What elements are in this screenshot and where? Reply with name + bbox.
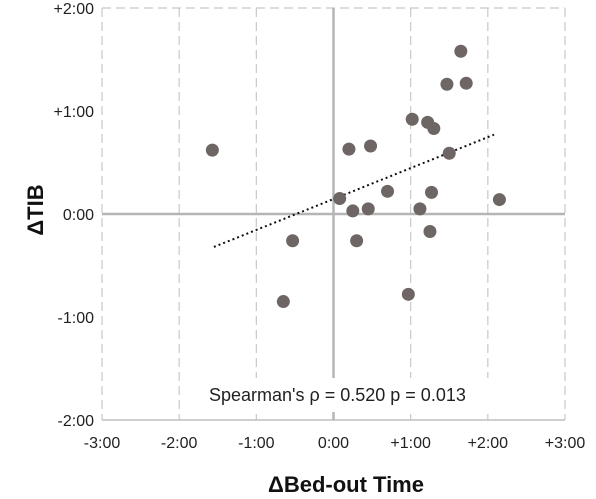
data-points bbox=[205, 44, 506, 309]
data-point bbox=[350, 234, 364, 248]
annotation-background bbox=[200, 378, 552, 412]
y-tick-label: -1:00 bbox=[58, 310, 95, 327]
data-point bbox=[364, 139, 378, 153]
data-point bbox=[459, 76, 473, 90]
data-point bbox=[413, 202, 427, 216]
data-point bbox=[454, 44, 468, 58]
x-tick-label: 0:00 bbox=[318, 435, 349, 452]
data-point bbox=[342, 142, 356, 156]
y-axis-title: ΔTIB bbox=[23, 184, 48, 235]
data-point bbox=[405, 112, 419, 126]
x-tick-label: +1:00 bbox=[390, 435, 431, 452]
data-point bbox=[276, 295, 290, 309]
data-point bbox=[425, 185, 439, 199]
data-point bbox=[381, 184, 395, 198]
data-point bbox=[333, 192, 347, 206]
x-tick-label: -3:00 bbox=[84, 435, 121, 452]
x-tick-label: -2:00 bbox=[161, 435, 198, 452]
data-point bbox=[442, 146, 456, 160]
y-tick-labels: -2:00 -1:00 0:00 +1:00 +2:00 bbox=[54, 1, 95, 430]
x-tick-labels: -3:00 -2:00 -1:00 0:00 +1:00 +2:00 +3:00 bbox=[84, 435, 586, 452]
y-tick-label: -2:00 bbox=[58, 413, 95, 430]
data-point bbox=[492, 193, 506, 207]
x-tick-label: +2:00 bbox=[468, 435, 509, 452]
x-tick-label: +3:00 bbox=[545, 435, 586, 452]
y-tick-label: +1:00 bbox=[54, 104, 95, 121]
data-point bbox=[401, 287, 415, 301]
data-point bbox=[440, 77, 454, 91]
y-tick-label: +2:00 bbox=[54, 1, 95, 18]
spearman-annotation: Spearman's ρ = 0.520 p = 0.013 bbox=[209, 385, 466, 405]
data-point bbox=[205, 143, 219, 157]
data-point bbox=[361, 202, 375, 216]
zero-axes bbox=[102, 8, 565, 420]
data-point bbox=[346, 204, 360, 218]
data-point bbox=[427, 122, 441, 136]
x-tick-label: -1:00 bbox=[238, 435, 275, 452]
data-point bbox=[423, 225, 437, 239]
data-point bbox=[286, 234, 300, 248]
x-axis-title: ΔBed-out Time bbox=[268, 472, 424, 497]
y-tick-label: 0:00 bbox=[63, 207, 94, 224]
